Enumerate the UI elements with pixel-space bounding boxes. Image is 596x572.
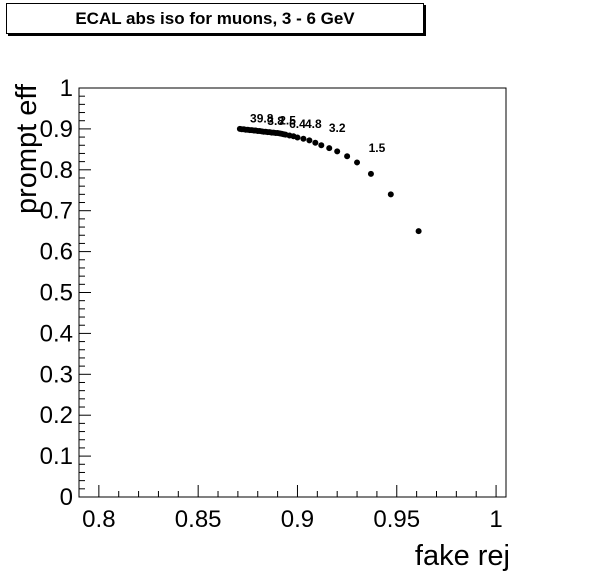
point-label: 39.8 [250, 111, 274, 125]
y-tick-label: 0.7 [40, 198, 73, 225]
chart-title: ECAL abs iso for muons, 3 - 6 GeV [6, 3, 424, 34]
data-point [334, 148, 341, 155]
data-point [387, 191, 394, 198]
x-axis-title: fake rej [415, 540, 510, 572]
point-label: 3.8 [267, 114, 284, 128]
point-annotations: 39.83.82.56.4 4.8 3.2 1.5 [250, 111, 386, 155]
data-point [326, 145, 333, 152]
y-axis: 0 0.1 0.2 0.3 0.4 0.5 0.6 0.7 0.8 0.9 1 [40, 75, 91, 511]
data-point [300, 135, 307, 142]
x-tick-label: 0.85 [175, 506, 222, 533]
x-tick-label: 1 [489, 506, 502, 533]
y-tick-label: 0.6 [40, 239, 73, 266]
data-point [367, 170, 374, 177]
data-point [344, 153, 351, 160]
data-point [306, 137, 313, 144]
x-axis: 0.8 0.85 0.9 0.95 1 [78, 485, 503, 533]
data-point [294, 134, 301, 141]
y-axis-title: prompt eff [11, 83, 43, 214]
y-tick-label: 0.9 [40, 116, 73, 143]
data-point [312, 139, 319, 146]
point-label: 1.5 [369, 141, 386, 155]
y-tick-label: 0.4 [40, 320, 73, 347]
y-tick-label: 0.2 [40, 402, 73, 429]
plot-frame [78, 87, 507, 498]
point-label: 3.2 [329, 121, 346, 135]
y-tick-label: 1 [60, 75, 73, 102]
y-tick-label: 0.5 [40, 280, 73, 307]
point-label: 6.4 [289, 117, 306, 131]
y-tick-label: 0.1 [40, 443, 73, 470]
y-tick-label: 0 [60, 484, 73, 511]
y-tick-label: 0.8 [40, 157, 73, 184]
data-point [415, 228, 422, 235]
y-tick-label: 0.3 [40, 361, 73, 388]
x-tick-label: 0.95 [373, 506, 420, 533]
x-tick-label: 0.9 [281, 506, 314, 533]
data-point [318, 142, 325, 149]
x-tick-label: 0.8 [82, 506, 115, 533]
point-label: 4.8 [305, 117, 322, 131]
data-point [354, 159, 361, 166]
data-points [236, 125, 422, 235]
point-label: 2.5 [279, 113, 296, 127]
